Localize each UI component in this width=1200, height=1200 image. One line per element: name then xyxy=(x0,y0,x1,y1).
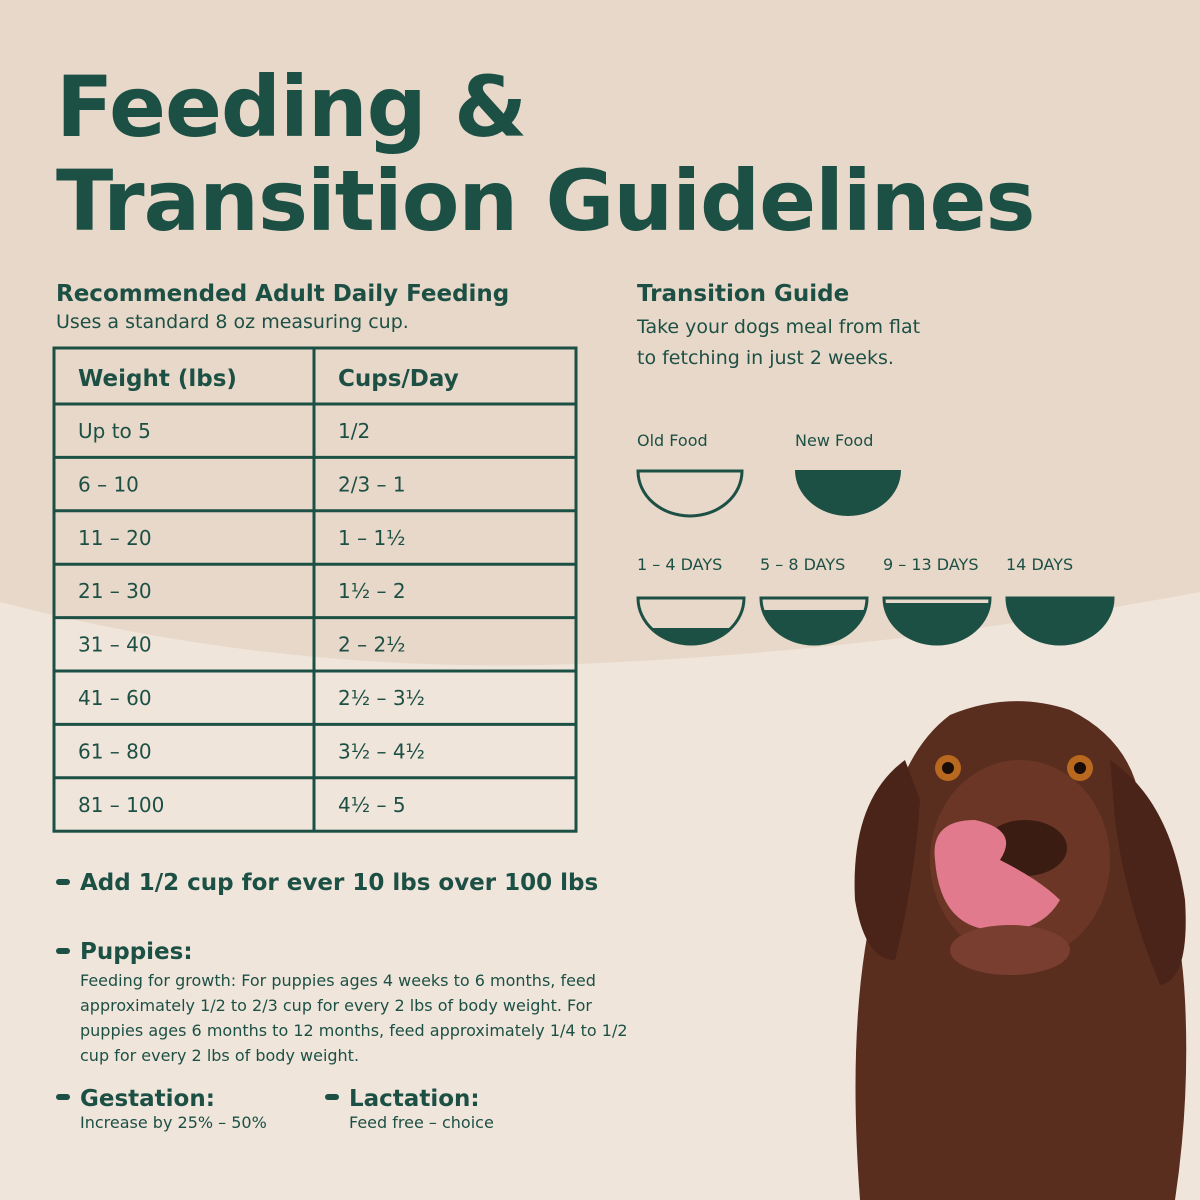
transition-text: to fetching in just 2 weeks. xyxy=(637,347,894,369)
puppies-text: puppies ages 6 months to 12 months, feed… xyxy=(80,1021,628,1040)
table-cell: 21 – 30 xyxy=(78,579,152,603)
stage-label: 1 – 4 DAYS xyxy=(637,555,722,574)
table-cell: 2 – 2½ xyxy=(338,633,406,657)
table-cell: 1/2 xyxy=(338,419,370,443)
puppies-heading: Puppies: xyxy=(80,939,193,965)
stage-label: 9 – 13 DAYS xyxy=(883,555,978,574)
gestation-heading: Gestation: xyxy=(80,1086,215,1112)
bullet xyxy=(56,948,70,954)
puppies-text: approximately 1/2 to 2/3 cup for every 2… xyxy=(80,996,592,1015)
table-cell: 1 – 1½ xyxy=(338,526,406,550)
table-cell: 31 – 40 xyxy=(78,633,152,657)
column-header: Cups/Day xyxy=(338,366,459,392)
lactation-text: Feed free – choice xyxy=(349,1113,494,1132)
stage-label: 14 DAYS xyxy=(1006,555,1073,574)
lactation-heading: Lactation: xyxy=(349,1086,480,1112)
bullet xyxy=(325,1094,339,1100)
gestation-text: Increase by 25% – 50% xyxy=(80,1113,267,1132)
table-cell: 6 – 10 xyxy=(78,472,139,496)
table-cell: 11 – 20 xyxy=(78,526,152,550)
note-extra: Add 1/2 cup for ever 10 lbs over 100 lbs xyxy=(80,870,598,896)
puppies-text: cup for every 2 lbs of body weight. xyxy=(80,1046,359,1065)
bullet xyxy=(56,1094,70,1100)
bowl-outline xyxy=(882,596,992,646)
column-header: Weight (lbs) xyxy=(78,366,237,392)
feeding-heading: Recommended Adult Daily Feeding xyxy=(56,281,509,307)
dog-photo xyxy=(854,701,1187,1200)
old-food-bowl xyxy=(636,469,744,518)
title-line: Feeding & xyxy=(56,58,526,156)
feeding-table: Weight (lbs) Cups/Day Up to 5 1/2 6 – 10 2/3 … xyxy=(52,346,578,833)
notes: Add 1/2 cup for ever 10 lbs over 100 lbs… xyxy=(56,870,628,1132)
title-line: Transition Guidelines xyxy=(56,152,1034,250)
table-cell: 2½ – 3½ xyxy=(338,686,425,710)
table-cell: 2/3 – 1 xyxy=(338,472,406,496)
feeding-subheading: Uses a standard 8 oz measuring cup. xyxy=(56,311,409,333)
legend-label: Old Food xyxy=(637,431,708,450)
table-cell: 3½ – 4½ xyxy=(338,739,425,763)
puppies-text: Feeding for growth: For puppies ages 4 w… xyxy=(80,971,596,990)
bullet xyxy=(56,879,70,885)
table-cell: 61 – 80 xyxy=(78,739,152,763)
table-cell: 1½ – 2 xyxy=(338,579,406,603)
table-cell: 41 – 60 xyxy=(78,686,152,710)
transition-heading: Transition Guide xyxy=(637,281,849,307)
title-dash xyxy=(936,220,960,229)
table-cell: Up to 5 xyxy=(78,419,151,443)
legend-label: New Food xyxy=(795,431,873,450)
transition-text: Take your dogs meal from flat xyxy=(636,316,920,338)
bowl-outline xyxy=(759,596,869,646)
stage-label: 5 – 8 DAYS xyxy=(760,555,845,574)
bowl-outline xyxy=(1005,596,1115,646)
table-cell: 81 – 100 xyxy=(78,793,164,817)
table-cell: 4½ – 5 xyxy=(338,793,406,817)
new-food-bowl xyxy=(795,470,901,516)
bowl-outline xyxy=(636,596,746,646)
